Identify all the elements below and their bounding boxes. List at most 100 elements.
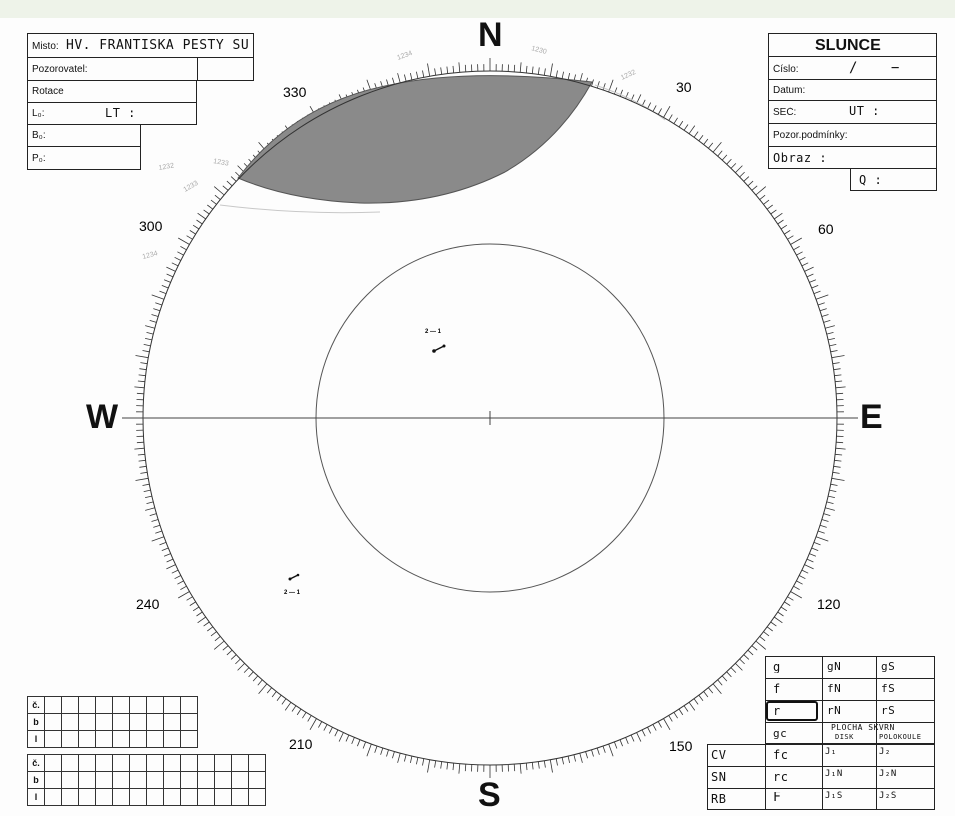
label-150: 150	[669, 738, 693, 754]
pencil-note: 1232	[620, 69, 637, 82]
cell-fc: fc	[773, 749, 789, 761]
degree-tick	[717, 150, 723, 157]
degree-tick	[780, 606, 788, 612]
degree-tick	[766, 626, 773, 632]
degree-tick	[657, 721, 662, 728]
degree-tick	[652, 105, 657, 112]
pozor-label: Pozor.podmínky:	[773, 130, 848, 141]
degree-tick	[136, 441, 144, 444]
degree-tick	[189, 230, 196, 235]
degree-tick	[334, 729, 339, 737]
degree-tick	[735, 663, 743, 671]
degree-tick	[821, 519, 829, 522]
label-210: 210	[289, 736, 313, 752]
degree-tick	[835, 386, 846, 389]
degree-tick	[410, 73, 413, 80]
degree-tick	[366, 743, 372, 757]
cell-gn: gN	[827, 661, 842, 673]
degree-tick	[825, 325, 835, 329]
cislo-value-2: −	[891, 60, 900, 76]
degree-tick	[833, 368, 841, 371]
degree-tick	[291, 705, 297, 712]
degree-tick	[793, 246, 800, 251]
degree-tick	[751, 185, 758, 191]
degree-tick	[210, 631, 217, 637]
p0-row: P₀:	[27, 146, 141, 170]
degree-tick	[602, 745, 606, 753]
group-label-1: 2 — 1	[425, 329, 442, 335]
degree-tick	[790, 591, 802, 599]
degree-tick	[657, 108, 662, 115]
grid-label: č.	[27, 754, 45, 772]
degree-tick	[134, 386, 145, 389]
degree-tick	[309, 718, 317, 730]
degree-tick	[266, 687, 272, 694]
degree-tick	[602, 83, 606, 91]
degree-tick	[652, 724, 657, 731]
position-grid-upper: č. b l	[27, 696, 198, 748]
degree-tick	[143, 344, 151, 347]
degree-tick	[809, 279, 817, 283]
degree-tick	[698, 694, 704, 701]
sunspot-1a	[432, 349, 436, 353]
degree-tick	[177, 580, 184, 585]
degree-tick	[799, 256, 806, 261]
degree-tick	[464, 64, 467, 72]
degree-tick	[832, 362, 840, 365]
degree-tick	[192, 224, 200, 230]
degree-tick	[446, 762, 449, 770]
degree-tick	[276, 694, 282, 701]
degree-tick	[362, 741, 366, 749]
degree-tick	[153, 524, 161, 528]
grid-label: l	[27, 730, 45, 748]
degree-tick	[614, 741, 618, 749]
degree-tick	[693, 131, 699, 138]
position-grid-lower: č. b l	[27, 754, 266, 806]
degree-tick	[186, 235, 193, 240]
cell-j2s: J₂S	[879, 791, 897, 801]
degree-tick	[790, 237, 802, 245]
degree-tick	[813, 290, 821, 294]
b0-label: B₀:	[32, 130, 46, 141]
grid-label: b	[27, 771, 45, 789]
pencil-note: 1233	[183, 180, 200, 194]
degree-tick	[166, 558, 174, 563]
degree-tick	[815, 294, 829, 300]
degree-tick	[819, 524, 827, 528]
plocha-header: PLOCHA SKVRN	[831, 723, 895, 732]
degree-tick	[828, 495, 835, 498]
degree-tick	[777, 611, 784, 617]
degree-tick	[831, 477, 845, 481]
degree-tick	[139, 368, 147, 371]
degree-tick	[717, 679, 723, 686]
degree-tick	[427, 63, 431, 77]
cell-j1s: J₁S	[825, 791, 843, 801]
degree-tick	[196, 219, 203, 225]
degree-tick	[434, 68, 437, 76]
degree-tick	[759, 194, 766, 200]
degree-tick	[328, 727, 333, 734]
degree-tick	[440, 761, 443, 769]
degree-tick	[673, 117, 678, 124]
degree-tick	[519, 62, 522, 73]
degree-tick	[647, 727, 652, 734]
degree-tick	[422, 70, 425, 78]
lt-label: LT :	[105, 107, 136, 119]
degree-tick	[806, 558, 814, 563]
degree-tick	[561, 71, 564, 79]
north-label: N	[478, 16, 503, 54]
degree-tick	[663, 106, 671, 118]
slunce-title-row: SLUNCE	[768, 33, 937, 57]
grid-label: b	[27, 713, 45, 731]
cell-r: r	[773, 705, 781, 717]
sunspot-2a	[288, 577, 292, 581]
degree-tick	[203, 621, 210, 627]
south-label: S	[478, 776, 501, 814]
degree-tick	[161, 547, 169, 551]
degree-tick	[207, 204, 214, 210]
label-240: 240	[136, 596, 160, 612]
degree-tick	[763, 631, 770, 637]
r-highlight-box	[766, 701, 818, 721]
degree-tick	[619, 739, 623, 747]
